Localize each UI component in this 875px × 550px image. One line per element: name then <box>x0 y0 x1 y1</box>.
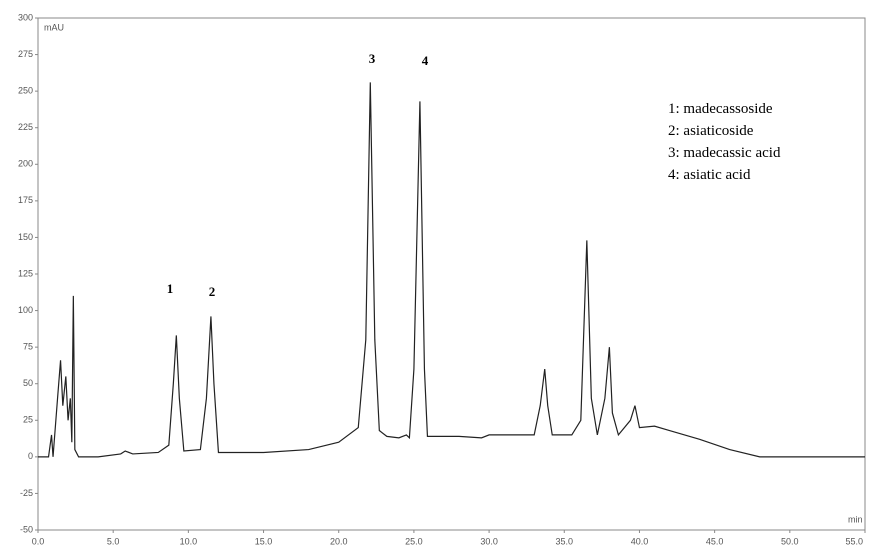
x-tick-label: 30.0 <box>480 536 498 546</box>
x-tick-label: 20.0 <box>330 536 348 546</box>
y-tick-label: 50 <box>23 378 33 388</box>
y-tick-label: 0 <box>28 451 33 461</box>
y-tick-label: 100 <box>18 305 33 315</box>
y-tick-label: 75 <box>23 342 33 352</box>
y-tick-label: 200 <box>18 159 33 169</box>
x-tick-label: 5.0 <box>107 536 120 546</box>
x-tick-label: 40.0 <box>631 536 649 546</box>
legend-note: 3: madecassic acid <box>668 145 781 161</box>
legend-note: 1: madecassoside <box>668 101 773 117</box>
x-tick-label: 55.0 <box>845 536 863 546</box>
y-axis-label: mAU <box>44 22 64 32</box>
y-tick-label: -50 <box>20 524 33 534</box>
x-tick-label: 25.0 <box>405 536 423 546</box>
y-tick-label: 250 <box>18 86 33 96</box>
x-axis-label: min <box>848 514 863 524</box>
x-tick-label: 0.0 <box>32 536 45 546</box>
peak-label: 4 <box>422 53 429 68</box>
y-tick-label: 25 <box>23 415 33 425</box>
chart: mAU min 1: madecassoside 2: asiaticoside… <box>0 0 875 550</box>
x-tick-label: 45.0 <box>706 536 724 546</box>
peak-label: 1 <box>167 281 174 296</box>
x-tick-label: 35.0 <box>556 536 574 546</box>
x-tick-label: 50.0 <box>781 536 799 546</box>
y-tick-label: 125 <box>18 268 33 278</box>
peak-label: 2 <box>209 284 216 299</box>
x-tick-label: 15.0 <box>255 536 273 546</box>
page: mAU min 1: madecassoside 2: asiaticoside… <box>0 0 875 550</box>
x-tick-label: 10.0 <box>180 536 198 546</box>
legend-note: 4: asiatic acid <box>668 167 751 183</box>
y-tick-label: 300 <box>18 12 33 22</box>
plot-frame <box>38 18 865 530</box>
y-tick-label: 275 <box>18 49 33 59</box>
legend-note: 2: asiaticoside <box>668 123 754 139</box>
y-tick-label: 175 <box>18 195 33 205</box>
y-tick-label: -25 <box>20 488 33 498</box>
y-tick-label: 150 <box>18 232 33 242</box>
peak-label: 3 <box>369 51 376 66</box>
y-tick-label: 225 <box>18 122 33 132</box>
